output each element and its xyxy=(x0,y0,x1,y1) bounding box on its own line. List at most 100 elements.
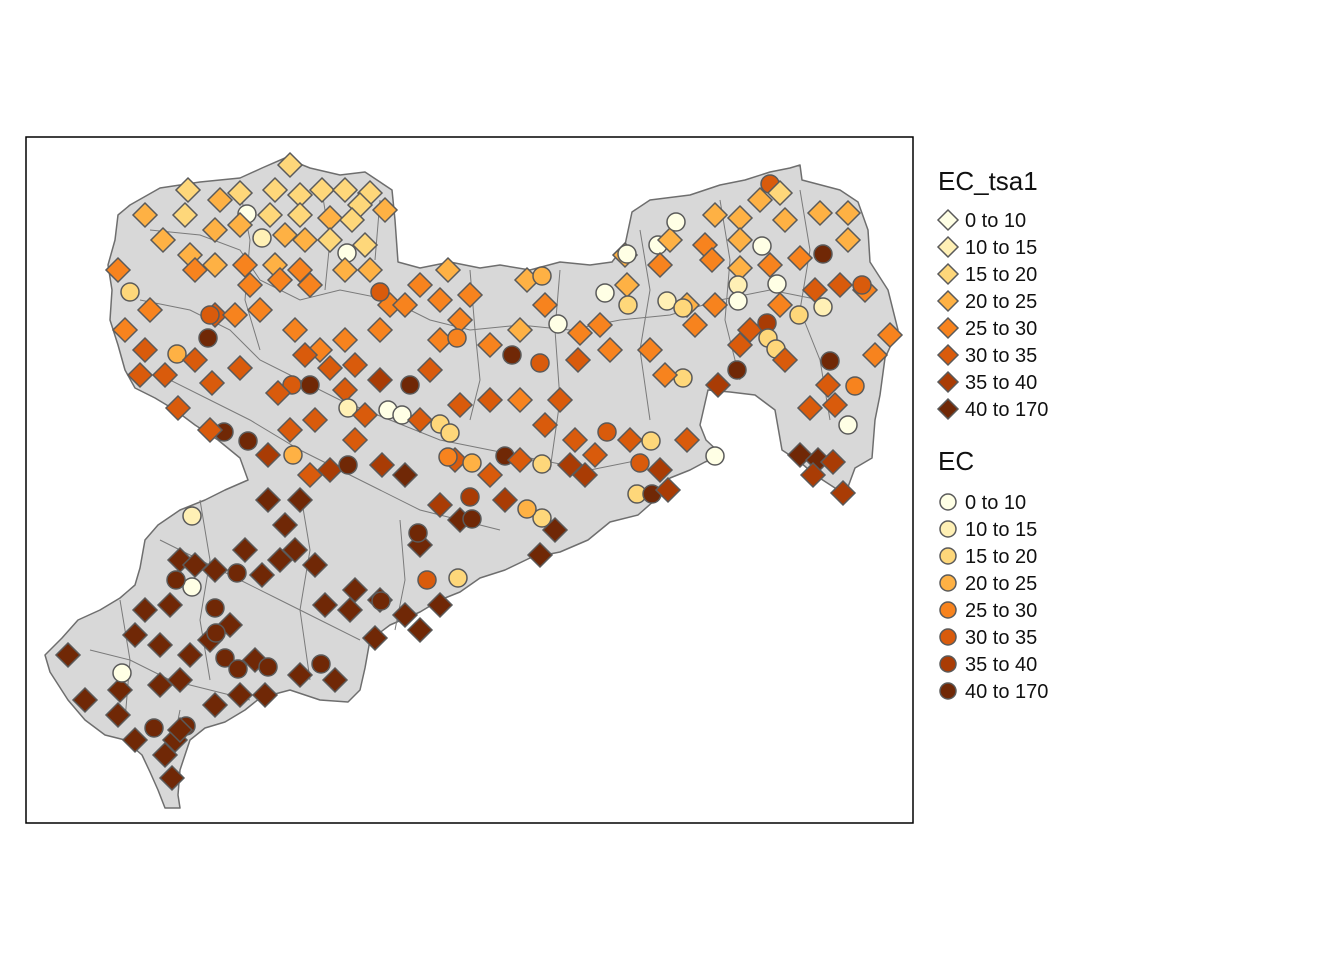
legend-ec-tsa1: EC_tsa1 0 to 10 10 to 15 15 to 20 20 to 25 2… xyxy=(936,166,1048,421)
legend-key-ec-tsa1-1 xyxy=(936,235,960,259)
map-circle-symbol xyxy=(852,275,872,295)
map-circle-symbol xyxy=(641,431,661,451)
symbols-layer xyxy=(54,151,904,792)
map-diamond-symbol xyxy=(149,226,177,254)
map-diamond-symbol xyxy=(366,366,394,394)
map-diamond-symbol xyxy=(231,536,259,564)
map-diamond-symbol xyxy=(796,394,824,422)
map-diamond-symbol xyxy=(426,591,454,619)
map-diamond-symbol xyxy=(136,296,164,324)
map-diamond-symbol xyxy=(226,179,254,207)
map-diamond-symbol xyxy=(491,486,519,514)
map-diamond-symbol xyxy=(296,461,324,489)
legend-label-ec-5: 30 to 35 xyxy=(965,627,1037,649)
map-circle-symbol xyxy=(752,236,772,256)
map-diamond-symbol xyxy=(201,691,229,719)
map-diamond-symbol xyxy=(656,226,684,254)
map-diamond-symbol xyxy=(308,176,336,204)
map-circle-symbol xyxy=(120,282,140,302)
map-circle-symbol xyxy=(227,563,247,583)
legend-key-ec-tsa1-6 xyxy=(936,370,960,394)
map-diamond-symbol xyxy=(126,361,154,389)
map-diamond-symbol xyxy=(54,641,82,669)
map-diamond-symbol xyxy=(786,244,814,272)
map-diamond-symbol xyxy=(771,346,799,374)
map-diamond-symbol xyxy=(406,406,434,434)
legend-key-ec-7 xyxy=(939,682,957,700)
legend-key-ec-1 xyxy=(939,520,957,538)
map-diamond-symbol xyxy=(434,256,462,284)
map-diamond-symbol xyxy=(806,199,834,227)
map-diamond-symbol xyxy=(426,286,454,314)
map-circle-symbol xyxy=(666,212,686,232)
map-diamond-symbol xyxy=(196,416,224,444)
map-diamond-symbol xyxy=(181,346,209,374)
legend-label-ec-6: 35 to 40 xyxy=(965,654,1037,676)
map-diamond-symbol xyxy=(226,354,254,382)
map-circle-symbol xyxy=(252,228,272,248)
map-diamond-symbol xyxy=(251,681,279,709)
legend-key-ec-tsa1-4 xyxy=(936,316,960,340)
map-diamond-symbol xyxy=(111,316,139,344)
map-circle-symbol xyxy=(767,274,787,294)
map-diamond-symbol xyxy=(158,764,186,792)
map-circle-symbol xyxy=(338,455,358,475)
map-diamond-symbol xyxy=(316,226,344,254)
map-diamond-symbol xyxy=(226,681,254,709)
map-diamond-symbol xyxy=(406,616,434,644)
map-diamond-symbol xyxy=(131,596,159,624)
map-diamond-symbol xyxy=(301,406,329,434)
legend-label-ec-2: 15 to 20 xyxy=(965,546,1037,568)
map-diamond-symbol xyxy=(311,591,339,619)
map-diamond-symbol xyxy=(198,369,226,397)
map-diamond-symbol xyxy=(286,661,314,689)
map-diamond-symbol xyxy=(766,179,794,207)
map-circle-symbol xyxy=(144,718,164,738)
map-diamond-symbol xyxy=(564,346,592,374)
legend-ec: EC 0 to 10 10 to 15 15 to 20 20 to 25 25 to … xyxy=(938,446,1048,703)
map-circle-symbol xyxy=(532,266,552,286)
map-circle-symbol xyxy=(447,328,467,348)
legend-key-ec-6 xyxy=(939,655,957,673)
legend-key-ec-tsa1-0 xyxy=(936,208,960,232)
map-diamond-symbol xyxy=(571,461,599,489)
map-diamond-symbol xyxy=(151,361,179,389)
legend-label-ec-tsa1-5: 30 to 35 xyxy=(965,345,1037,367)
map-circle-symbol xyxy=(400,375,420,395)
map-diamond-symbol xyxy=(476,331,504,359)
map-diamond-symbol xyxy=(876,321,904,349)
map-diamond-symbol xyxy=(201,251,229,279)
legend-key-ec-2 xyxy=(939,547,957,565)
legend-label-ec-3: 20 to 25 xyxy=(965,573,1037,595)
map-diamond-symbol xyxy=(861,341,889,369)
map-diamond-symbol xyxy=(799,461,827,489)
map-circle-symbol xyxy=(200,305,220,325)
legend-title-ec-tsa1: EC_tsa1 xyxy=(938,166,1038,196)
legend-label-ec-tsa1-6: 35 to 40 xyxy=(965,372,1037,394)
map-circle-symbol xyxy=(438,447,458,467)
map-diamond-symbol xyxy=(174,176,202,204)
map-diamond-symbol xyxy=(834,226,862,254)
map-diamond-symbol xyxy=(121,621,149,649)
map-diamond-symbol xyxy=(301,551,329,579)
legend-key-ec-4 xyxy=(939,601,957,619)
map-circle-symbol xyxy=(530,353,550,373)
legend-label-ec-tsa1-4: 25 to 30 xyxy=(965,318,1037,340)
map-diamond-symbol xyxy=(254,486,282,514)
map-circle-symbol xyxy=(532,454,552,474)
map-diamond-symbol xyxy=(296,271,324,299)
legend-label-ec-tsa1-3: 20 to 25 xyxy=(965,291,1037,313)
map-diamond-symbol xyxy=(391,291,419,319)
map-circle-symbol xyxy=(462,509,482,529)
map-diamond-symbol xyxy=(646,456,674,484)
map-circle-symbol xyxy=(448,568,468,588)
map-circle-symbol xyxy=(813,297,833,317)
map-diamond-symbol xyxy=(206,186,234,214)
map-circle-symbol xyxy=(215,648,235,668)
map-circle-symbol xyxy=(673,298,693,318)
map-diamond-symbol xyxy=(201,556,229,584)
legend-label-ec-tsa1-0: 0 to 10 xyxy=(965,210,1026,232)
map-diamond-symbol xyxy=(546,386,574,414)
map-diamond-symbol xyxy=(531,291,559,319)
